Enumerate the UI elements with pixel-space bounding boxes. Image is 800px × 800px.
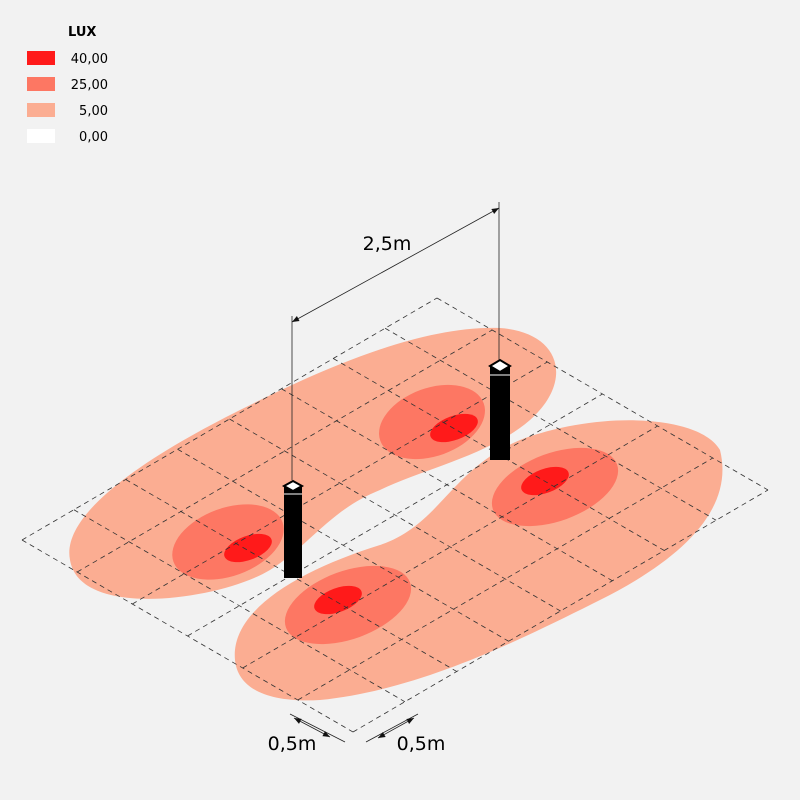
legend-swatch — [27, 103, 55, 117]
legend-label: 40,00 — [71, 52, 108, 67]
bollard — [281, 479, 305, 578]
dimension-label: 2,5m — [363, 233, 412, 255]
legend: 40,00 25,00 5,00 0,00 — [27, 51, 108, 145]
dimension-lines — [289, 202, 500, 743]
zone-40 — [314, 585, 362, 615]
bollard — [488, 358, 512, 460]
grid-line — [21, 297, 438, 541]
ground-grid — [21, 297, 769, 733]
grid-line — [242, 425, 658, 669]
grid-line — [297, 457, 714, 701]
legend-label: 25,00 — [71, 78, 108, 93]
grid-line — [132, 361, 548, 605]
legend-swatch — [27, 77, 55, 91]
grid-line — [229, 418, 561, 612]
grid-line — [352, 489, 769, 733]
grid-line — [384, 327, 717, 521]
zone-40 — [224, 533, 272, 563]
legend-title: LUX — [68, 25, 96, 40]
legend-label: 5,00 — [79, 104, 108, 119]
grid-line — [187, 393, 603, 637]
grid-line — [76, 329, 493, 573]
dimension-label: 0,5m — [397, 733, 446, 755]
legend-label: 0,00 — [79, 130, 108, 145]
legend-swatch — [27, 129, 55, 143]
zone-25 — [172, 504, 284, 580]
zone-25 — [379, 384, 485, 460]
grid-line — [73, 509, 406, 703]
legend-swatch — [27, 51, 55, 65]
dimension-label: 0,5m — [268, 733, 317, 755]
